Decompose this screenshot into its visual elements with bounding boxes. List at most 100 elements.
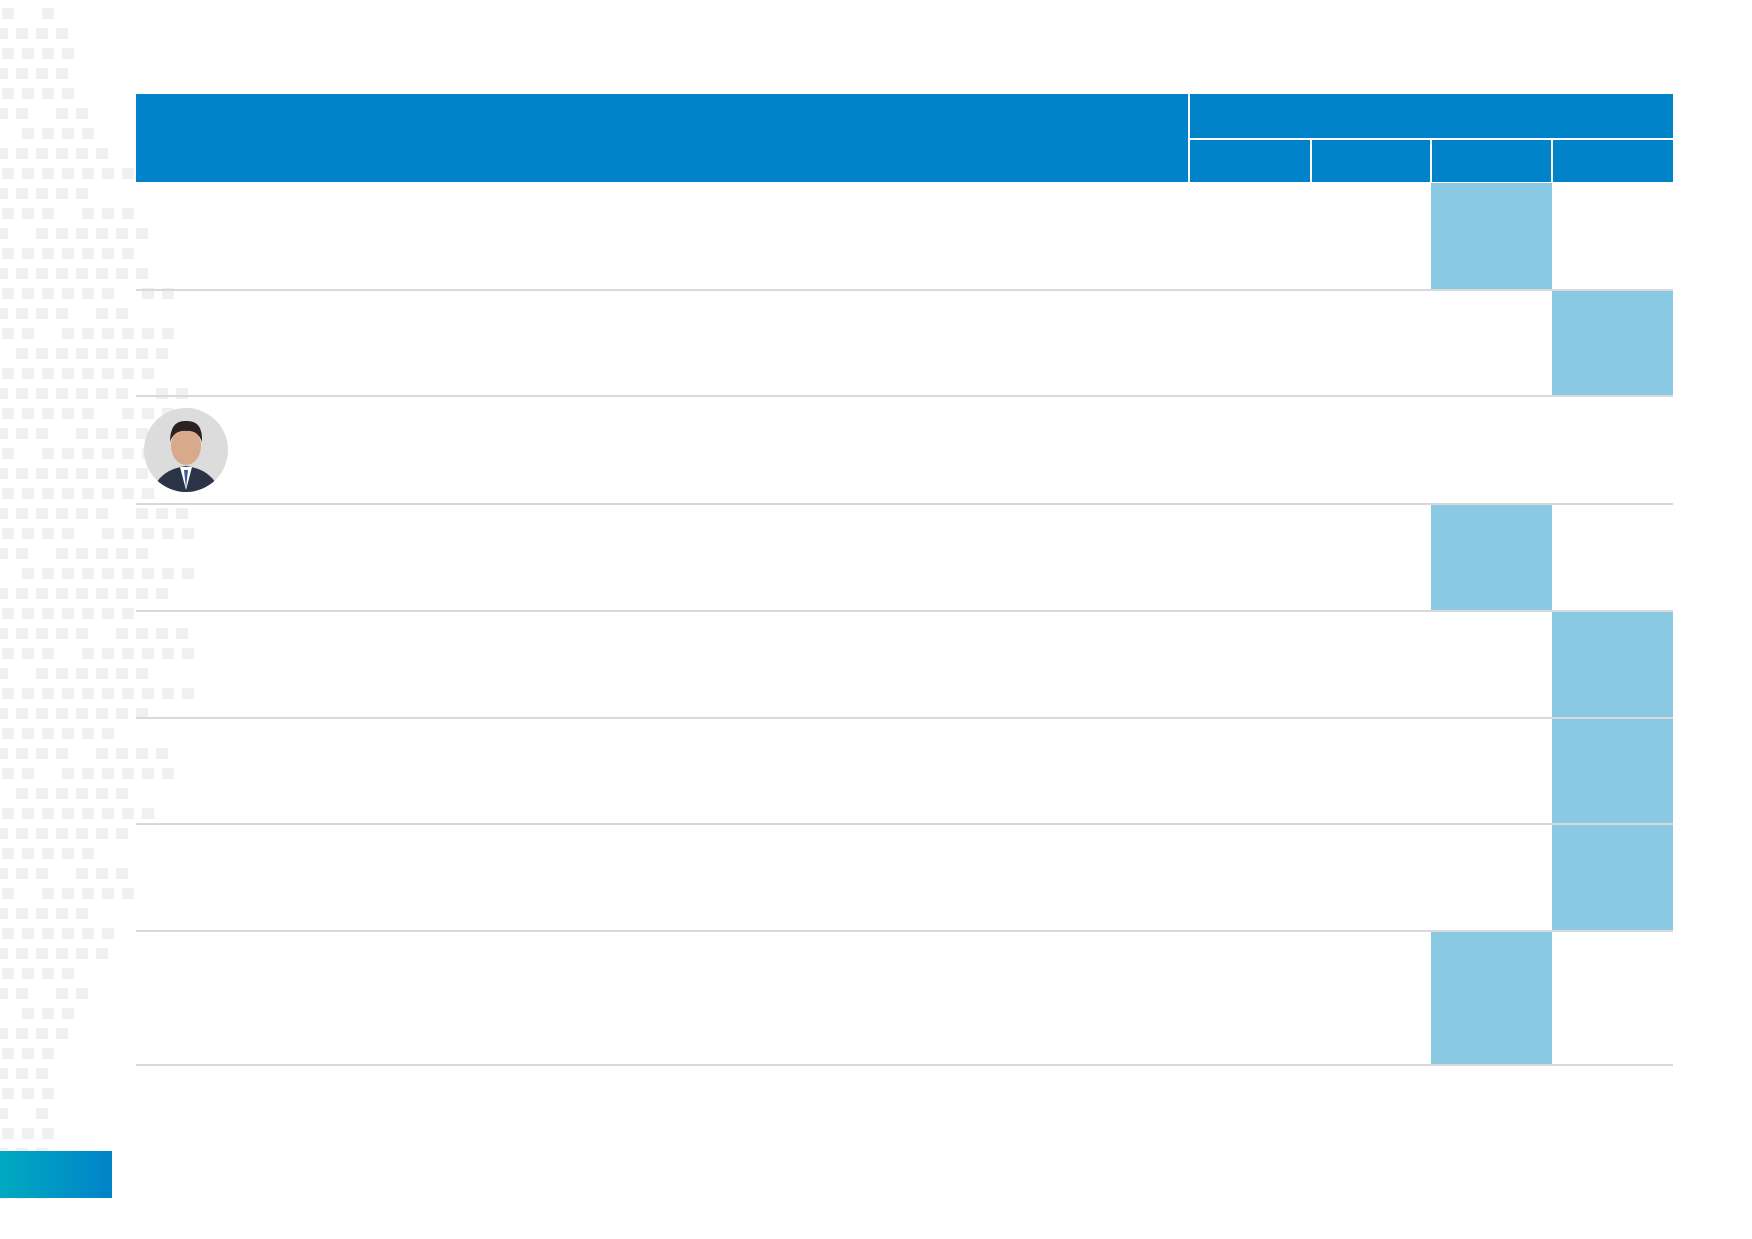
pattern-square [62, 368, 74, 379]
pattern-square [56, 68, 68, 79]
pattern-square [82, 128, 94, 139]
pattern-square [2, 1048, 14, 1059]
pattern-square [62, 448, 74, 459]
pattern-square [0, 388, 8, 399]
pattern-square [42, 808, 54, 819]
pattern-square [122, 888, 134, 899]
pattern-square [16, 1068, 28, 1079]
pattern-square [36, 868, 48, 879]
pattern-square [142, 288, 154, 299]
pattern-square [116, 228, 128, 239]
pattern-square [122, 248, 134, 259]
pattern-square [116, 428, 128, 439]
pattern-square [22, 208, 34, 219]
pattern-square [56, 508, 68, 519]
pattern-square [36, 628, 48, 639]
pattern-square [2, 408, 14, 419]
pattern-square [2, 728, 14, 739]
pattern-square [82, 448, 94, 459]
pattern-square [116, 668, 128, 679]
pattern-square [122, 448, 134, 459]
pattern-square [42, 368, 54, 379]
pattern-square [156, 748, 168, 759]
pattern-square [96, 308, 108, 319]
pattern-square [76, 908, 88, 919]
pattern-square [22, 968, 34, 979]
pattern-square [82, 808, 94, 819]
pattern-square [136, 268, 148, 279]
pattern-square [156, 588, 168, 599]
pattern-square [2, 1128, 14, 1139]
pattern-square [42, 568, 54, 579]
pattern-square [22, 1128, 34, 1139]
pattern-square [2, 768, 14, 779]
pattern-square [182, 688, 194, 699]
pattern-square [62, 48, 74, 59]
pattern-square [22, 288, 34, 299]
pattern-square [56, 708, 68, 719]
pattern-square [116, 788, 128, 799]
pattern-square [182, 568, 194, 579]
portrait-tie [184, 470, 188, 488]
pattern-square [76, 348, 88, 359]
pattern-square [2, 8, 14, 19]
pattern-square [22, 728, 34, 739]
pattern-square [142, 408, 154, 419]
portrait-face [171, 427, 201, 465]
pattern-square [76, 588, 88, 599]
pattern-square [62, 408, 74, 419]
pattern-square [102, 568, 114, 579]
pattern-square [36, 68, 48, 79]
pattern-square [62, 488, 74, 499]
pattern-square [16, 148, 28, 159]
pattern-square [16, 988, 28, 999]
pattern-square [56, 148, 68, 159]
pattern-square [22, 168, 34, 179]
pattern-square [136, 228, 148, 239]
pattern-square [2, 808, 14, 819]
pattern-square [16, 388, 28, 399]
pattern-square [42, 408, 54, 419]
pattern-square [16, 828, 28, 839]
pattern-square [42, 1008, 54, 1019]
pattern-square [36, 708, 48, 719]
pattern-square [22, 1048, 34, 1059]
highlight-cell [1552, 291, 1673, 396]
highlight-cell [1552, 825, 1673, 931]
pattern-square [142, 368, 154, 379]
pattern-square [82, 328, 94, 339]
pattern-square [156, 348, 168, 359]
pattern-square [116, 588, 128, 599]
pattern-square [76, 668, 88, 679]
pattern-square [142, 528, 154, 539]
pattern-square [42, 728, 54, 739]
pattern-square [102, 368, 114, 379]
pattern-square [62, 568, 74, 579]
pattern-square [136, 748, 148, 759]
highlight-cell [1431, 183, 1552, 290]
pattern-square [0, 628, 8, 639]
pattern-square [22, 368, 34, 379]
pattern-square [0, 68, 8, 79]
pattern-square [42, 648, 54, 659]
pattern-square [22, 1008, 34, 1019]
pattern-square [96, 388, 108, 399]
pattern-square [16, 868, 28, 879]
pattern-square [56, 268, 68, 279]
pattern-square [56, 908, 68, 919]
pattern-square [0, 508, 8, 519]
pattern-square [0, 988, 8, 999]
pattern-square [76, 388, 88, 399]
pattern-square [56, 468, 68, 479]
pattern-square [162, 648, 174, 659]
pattern-square [82, 728, 94, 739]
pattern-square [116, 388, 128, 399]
pattern-square [56, 28, 68, 39]
pattern-square [116, 708, 128, 719]
pattern-square [122, 808, 134, 819]
pattern-square [62, 608, 74, 619]
pattern-square [2, 168, 14, 179]
pattern-square [82, 768, 94, 779]
pattern-square [16, 188, 28, 199]
pattern-square [176, 628, 188, 639]
